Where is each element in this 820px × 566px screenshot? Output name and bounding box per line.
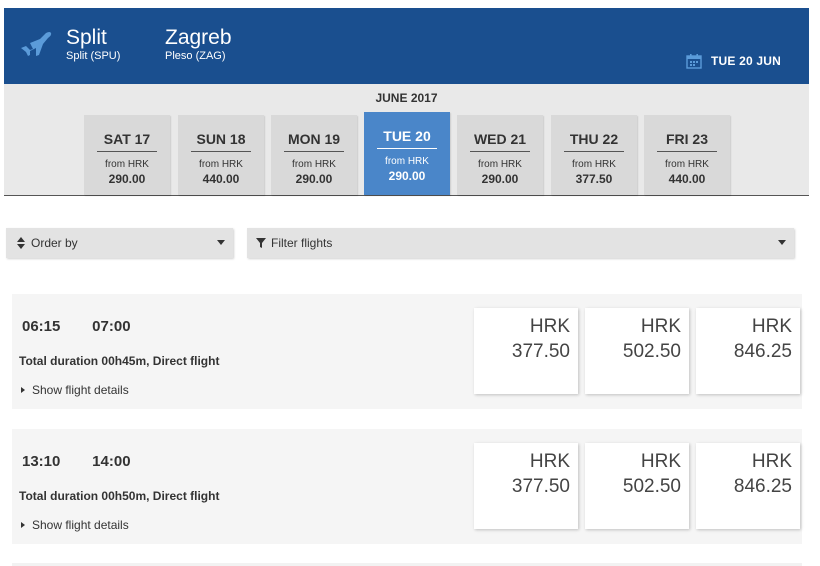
date-selector: JUNE 2017 SAT 17 from HRK 290.00 SUN 18 … [4, 84, 809, 196]
fare-currency: HRK [751, 316, 792, 337]
selected-date[interactable]: TUE 20 JUN [686, 53, 781, 69]
day-label: MON 19 [284, 131, 344, 152]
route-header: Split Split (SPU) Zagreb Pleso (ZAG) TUE… [4, 8, 809, 84]
fare-amount: 377.50 [511, 476, 570, 497]
fare-amount: 377.50 [511, 341, 570, 362]
month-label: JUNE 2017 [375, 91, 438, 105]
show-flight-details-link[interactable]: Show flight details [21, 518, 129, 532]
destination-city-name: Zagreb [165, 26, 232, 49]
flight-row: 13:10 14:00 Total duration 00h50m, Direc… [12, 429, 802, 544]
from-label: from HRK [105, 159, 149, 170]
day-price: 290.00 [108, 172, 146, 186]
fare-amount: 502.50 [622, 476, 681, 497]
day-label: THU 22 [564, 131, 624, 152]
day-price: 377.50 [575, 172, 613, 186]
flight-duration: Total duration 00h45m, Direct flight [19, 354, 220, 368]
order-by-label: Order by [31, 236, 78, 250]
day-label: TUE 20 [377, 128, 437, 149]
flight-times: 13:10 14:00 [22, 453, 131, 470]
origin-city-name: Split [66, 26, 107, 49]
day-label: SUN 18 [191, 131, 251, 152]
flight-times: 06:15 07:00 [22, 318, 131, 335]
day-price: 290.00 [388, 169, 426, 183]
selected-date-label: TUE 20 JUN [710, 54, 781, 68]
fare-option[interactable]: HRK 846.25 [696, 308, 800, 394]
filter-flights-dropdown[interactable]: Filter flights [247, 228, 794, 258]
day-label: SAT 17 [97, 131, 157, 152]
origin-airport-code: Split (SPU) [66, 50, 121, 62]
day-card-mon-19[interactable]: MON 19 from HRK 290.00 [271, 115, 357, 195]
calendar-icon [686, 54, 702, 69]
fare-currency: HRK [640, 451, 681, 472]
departure-time: 06:15 [22, 318, 61, 335]
filter-flights-label: Filter flights [271, 236, 333, 250]
from-label: from HRK [199, 159, 243, 170]
airplane-icon [21, 32, 52, 56]
from-label: from HRK [572, 159, 616, 170]
arrival-time: 07:00 [92, 318, 131, 335]
caret-right-icon [21, 387, 25, 393]
departure-time: 13:10 [22, 453, 61, 470]
caret-right-icon [21, 522, 25, 528]
chevron-down-icon [778, 240, 786, 245]
sort-icon [17, 237, 25, 249]
fare-currency: HRK [529, 316, 570, 337]
day-card-sun-18[interactable]: SUN 18 from HRK 440.00 [178, 115, 264, 195]
from-label: from HRK [292, 159, 336, 170]
fare-currency: HRK [529, 451, 570, 472]
day-label: WED 21 [470, 131, 530, 152]
day-price: 290.00 [295, 172, 333, 186]
show-flight-details-link[interactable]: Show flight details [21, 383, 129, 397]
day-card-sat-17[interactable]: SAT 17 from HRK 290.00 [84, 115, 170, 195]
next-flight-row-edge [12, 563, 802, 566]
from-label: from HRK [665, 159, 709, 170]
fare-option[interactable]: HRK 502.50 [585, 443, 689, 529]
fare-amount: 846.25 [733, 476, 792, 497]
day-price: 440.00 [668, 172, 706, 186]
show-flight-details-label: Show flight details [32, 383, 129, 397]
arrival-time: 14:00 [92, 453, 131, 470]
chevron-down-icon [217, 240, 225, 245]
show-flight-details-label: Show flight details [32, 518, 129, 532]
fare-amount: 846.25 [733, 341, 792, 362]
day-price: 440.00 [202, 172, 240, 186]
fare-option[interactable]: HRK 377.50 [474, 308, 578, 394]
destination-airport-code: Pleso (ZAG) [165, 50, 226, 62]
day-card-wed-21[interactable]: WED 21 from HRK 290.00 [457, 115, 543, 195]
from-label: from HRK [385, 156, 429, 167]
day-label: FRI 23 [657, 131, 717, 152]
day-card-tue-20[interactable]: TUE 20 from HRK 290.00 [364, 112, 450, 195]
order-by-dropdown[interactable]: Order by [6, 228, 233, 258]
fare-currency: HRK [751, 451, 792, 472]
fare-currency: HRK [640, 316, 681, 337]
from-label: from HRK [478, 159, 522, 170]
origin-city: Split Split (SPU) [66, 26, 120, 63]
flight-duration: Total duration 00h50m, Direct flight [19, 489, 220, 503]
fare-option[interactable]: HRK 377.50 [474, 443, 578, 529]
fare-option[interactable]: HRK 502.50 [585, 308, 689, 394]
day-card-fri-23[interactable]: FRI 23 from HRK 440.00 [644, 115, 730, 195]
destination-city: Zagreb Pleso (ZAG) [165, 26, 232, 63]
day-card-thu-22[interactable]: THU 22 from HRK 377.50 [551, 115, 637, 195]
day-price: 290.00 [481, 172, 519, 186]
fare-option[interactable]: HRK 846.25 [696, 443, 800, 529]
fare-amount: 502.50 [622, 341, 681, 362]
flight-row: 06:15 07:00 Total duration 00h45m, Direc… [12, 294, 802, 409]
filter-icon [256, 238, 266, 248]
